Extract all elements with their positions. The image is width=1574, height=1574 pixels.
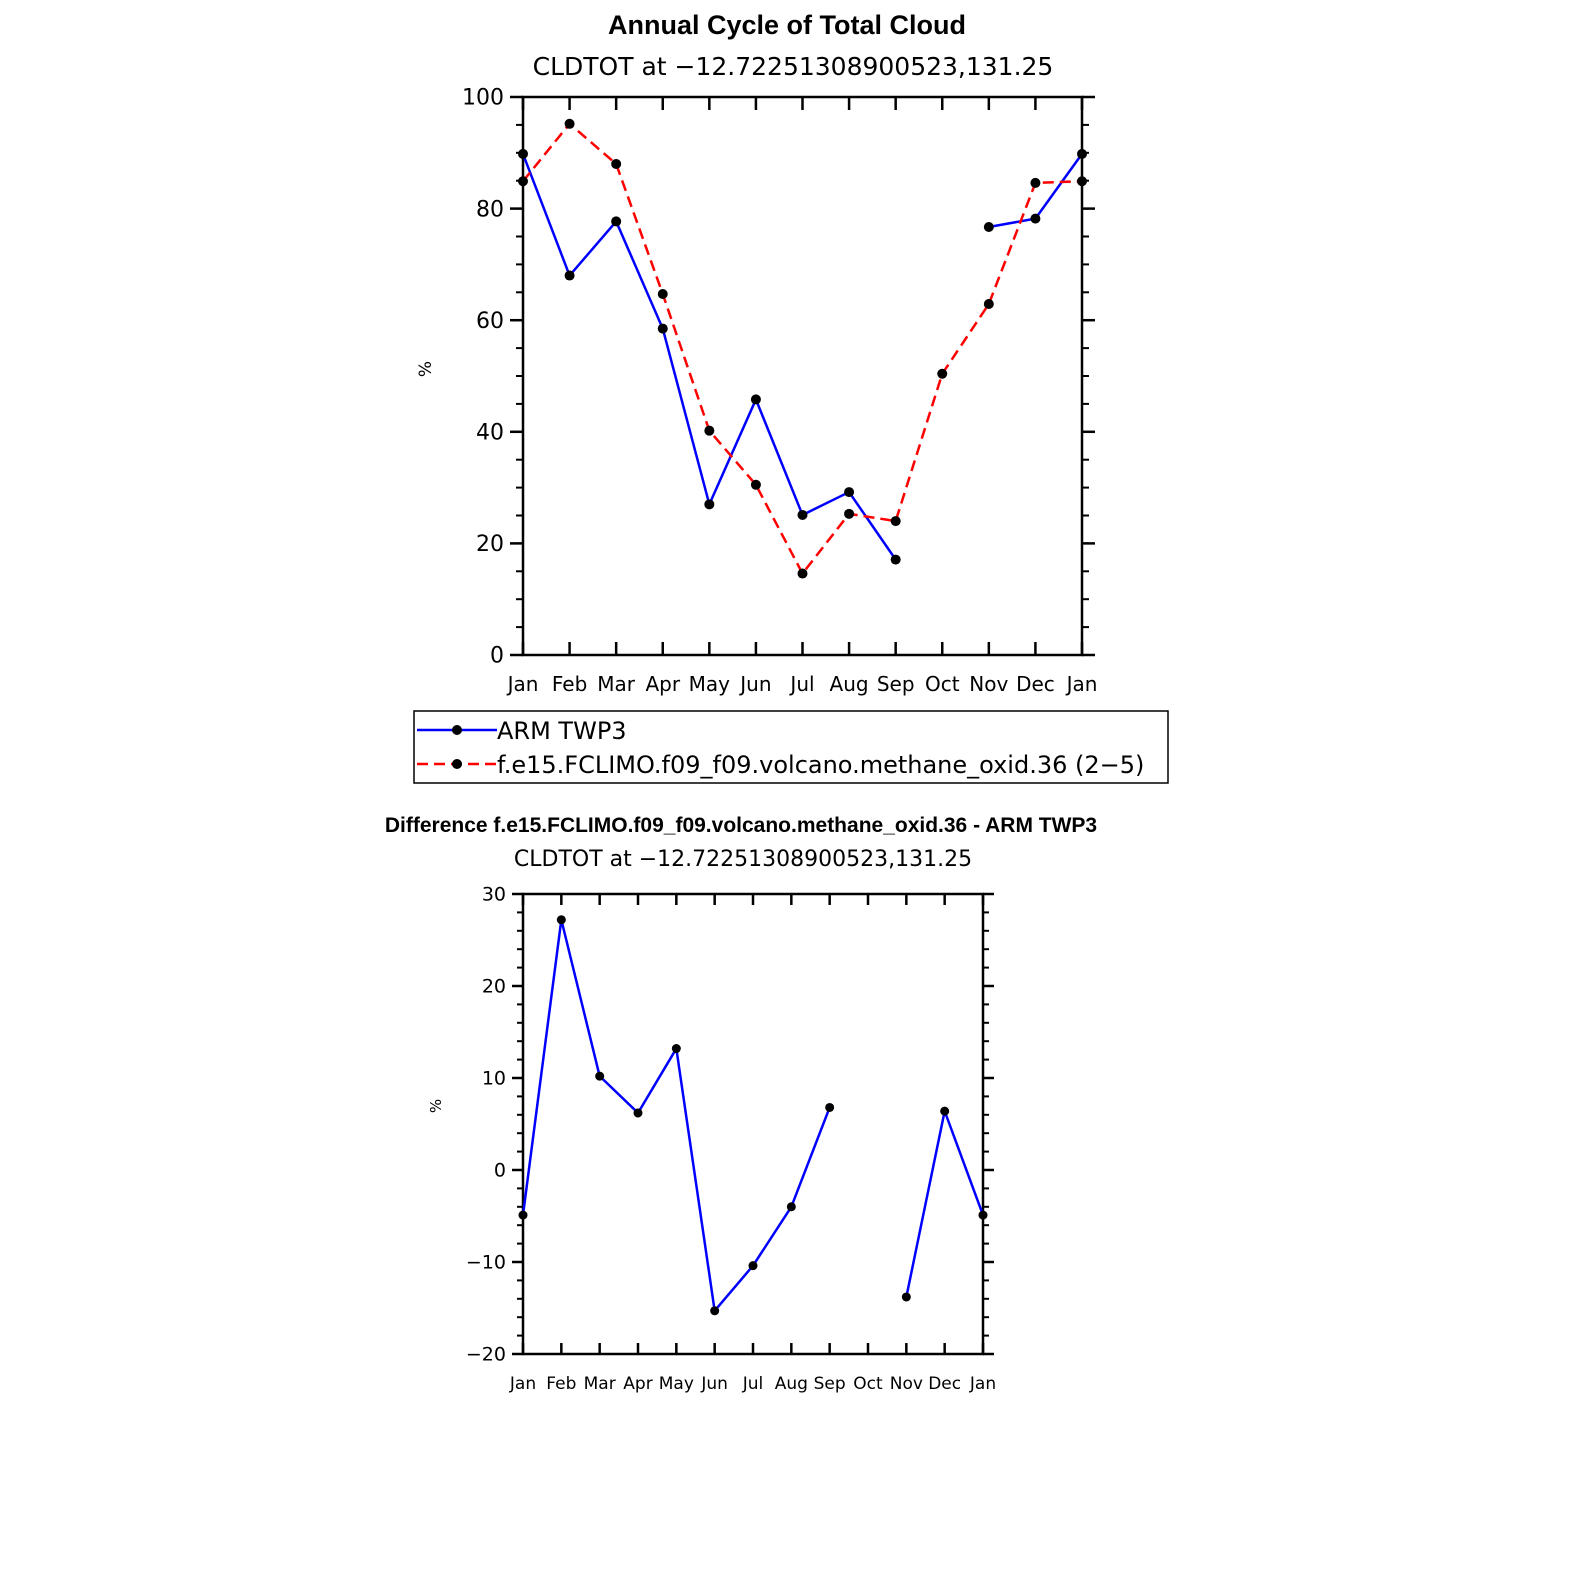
series-1-point: [564, 118, 575, 129]
series-0-line: [521, 918, 831, 1313]
y-tick-label: 30: [482, 884, 506, 906]
series-0-point: [890, 554, 901, 565]
x-tick-label: Jan: [969, 1374, 996, 1394]
series-0-point: [1030, 213, 1041, 224]
series-0-point: [901, 1292, 911, 1302]
series-1-point: [844, 508, 855, 519]
series-0-point: [611, 216, 622, 227]
y-tick-label: 20: [476, 532, 504, 557]
series-0-point: [556, 915, 566, 925]
y-tick-label: 60: [476, 309, 504, 334]
legend-marker-model: [452, 759, 462, 769]
series-1-point: [611, 158, 622, 169]
legend-box: [413, 710, 1169, 784]
chart2-subtitle: CLDTOT at −12.72251308900523,131.25: [514, 847, 972, 872]
series-1-point: [937, 368, 948, 379]
series-0-point: [750, 394, 761, 405]
x-tick-label: Jan: [506, 672, 539, 696]
legend-label-arm: ARM TWP3: [497, 717, 627, 745]
x-tick-label: Mar: [584, 1374, 616, 1394]
x-tick-label: Jul: [788, 672, 814, 696]
series-0-point: [633, 1108, 643, 1118]
series-0-line: [521, 153, 897, 561]
series-1-point: [1030, 177, 1041, 188]
series-0-point: [978, 1210, 988, 1220]
series-0-line: [905, 1109, 985, 1298]
chart1-subtitle: CLDTOT at −12.72251308900523,131.25: [533, 52, 1054, 81]
x-tick-label: Jun: [700, 1374, 728, 1394]
series-0-point: [844, 487, 855, 498]
series-1-point: [890, 516, 901, 527]
y-tick-label: 20: [482, 976, 506, 998]
x-tick-label: Feb: [552, 672, 587, 696]
series-0-point: [518, 1210, 528, 1220]
y-tick-label: 10: [482, 1068, 506, 1090]
y-tick-label: 0: [490, 644, 504, 669]
y-tick-label: 100: [462, 86, 504, 111]
series-1-point: [518, 176, 528, 187]
chart1-legend: ARM TWP3 f.e15.FCLIMO.f09_f09.volcano.me…: [413, 710, 1169, 784]
series-1-line: [522, 122, 1083, 575]
series-0-point: [983, 222, 994, 233]
x-tick-label: Nov: [890, 1374, 923, 1394]
legend-marker-arm: [452, 725, 462, 735]
x-tick-label: Jun: [738, 672, 771, 696]
series-1-point: [1077, 176, 1087, 187]
chart2-title: Difference f.e15.FCLIMO.f09_f09.volcano.…: [385, 814, 1097, 837]
legend-label-model: f.e15.FCLIMO.f09_f09.volcano.methane_oxi…: [497, 751, 1144, 779]
x-tick-label: Sep: [877, 672, 915, 696]
x-tick-label: Oct: [853, 1374, 883, 1394]
x-tick-label: Aug: [775, 1374, 808, 1394]
chart1-title: Annual Cycle of Total Cloud: [608, 10, 966, 40]
x-tick-label: Jul: [742, 1374, 764, 1394]
y-tick-label: 80: [476, 197, 504, 222]
series-0-point: [704, 499, 715, 510]
series-0-point: [518, 148, 528, 159]
series-0-point: [748, 1261, 758, 1271]
series-1-point: [704, 425, 715, 436]
series-0-point: [940, 1106, 950, 1116]
series-1-point: [657, 288, 668, 299]
chart2-ylabel: %: [427, 1099, 445, 1113]
series-0-point: [1077, 148, 1087, 159]
x-tick-label: Feb: [546, 1374, 576, 1394]
series-0-point: [825, 1102, 835, 1112]
y-tick-label: 40: [476, 421, 504, 446]
chart2-plot: Jan Feb Mar Apr May Jun Jul Aug Sep Oct Nov Dec Jan−…: [466, 884, 996, 1394]
series-0-point: [564, 270, 575, 281]
y-tick-label: 0: [494, 1160, 506, 1182]
x-tick-label: Oct: [925, 672, 960, 696]
x-tick-label: May: [689, 672, 731, 696]
x-tick-label: Aug: [830, 672, 869, 696]
series-1-point: [983, 299, 994, 310]
series-0-point: [657, 323, 668, 334]
series-0-point: [710, 1306, 720, 1316]
plot-frame: [521, 892, 985, 1356]
chart1-plot: Jan Feb Mar Apr May Jun Jul Aug Sep Oct Nov Dec Jan0…: [462, 86, 1097, 696]
y-tick-label: −10: [466, 1252, 506, 1274]
series-0-point: [595, 1071, 605, 1081]
x-tick-label: Jan: [509, 1374, 536, 1394]
x-tick-label: Dec: [928, 1374, 961, 1394]
x-tick-label: Apr: [645, 672, 680, 696]
x-tick-label: Jan: [1065, 672, 1098, 696]
chart1-ylabel: %: [416, 361, 436, 377]
x-tick-label: Nov: [969, 672, 1008, 696]
x-tick-label: Sep: [814, 1374, 846, 1394]
x-tick-label: Apr: [623, 1374, 652, 1394]
series-1-point: [750, 479, 761, 490]
y-tick-label: −20: [466, 1344, 506, 1366]
x-tick-label: Mar: [597, 672, 636, 696]
x-tick-label: Dec: [1016, 672, 1055, 696]
series-1-point: [797, 568, 808, 579]
x-tick-label: May: [659, 1374, 694, 1394]
series-0-point: [797, 509, 808, 520]
series-0-point: [786, 1202, 796, 1212]
series-0-point: [671, 1044, 681, 1054]
